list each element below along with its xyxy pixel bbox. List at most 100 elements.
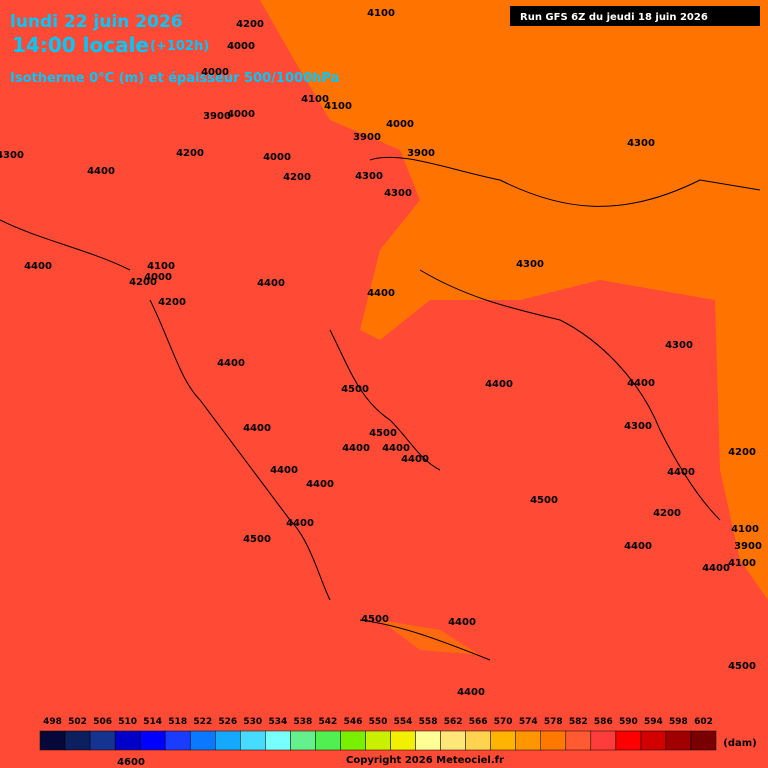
contour-label: 4400	[306, 479, 334, 490]
legend-swatch	[315, 730, 341, 751]
legend-swatch	[340, 730, 366, 751]
legend-swatch	[515, 730, 541, 751]
legend-label: 522	[193, 717, 212, 727]
contour-label: 4400	[24, 261, 52, 272]
legend-label: 502	[68, 717, 87, 727]
contour-label: 4000	[201, 67, 229, 78]
contour-label: 4400	[382, 443, 410, 454]
legend-label: 586	[594, 717, 613, 727]
legend-swatch	[139, 730, 166, 751]
legend-label: 514	[143, 717, 162, 727]
legend-swatch	[590, 730, 617, 751]
contour-label: 4500	[728, 661, 756, 672]
contour-label: 4400	[257, 278, 285, 289]
legend-label: 550	[369, 717, 388, 727]
legend-label: 602	[694, 717, 713, 727]
contour-label: 4000	[263, 152, 291, 163]
contour-labels: 4200400041004000410041003900400039004000…	[0, 8, 762, 768]
legend-label: 518	[168, 717, 187, 727]
contour-label: 4400	[702, 563, 730, 574]
contour-label: 4000	[227, 109, 255, 120]
legend-label: 574	[519, 717, 538, 727]
contour-label: 4300	[627, 138, 655, 149]
legend-label: 506	[93, 717, 112, 727]
lead-time: (+102h)	[150, 39, 209, 54]
contour-label: 4400	[401, 454, 429, 465]
legend-label: 578	[544, 717, 563, 727]
contour-label: 4300	[624, 421, 652, 432]
subtitle: Isotherme 0°C (m) et épaisseur 500/1000h…	[10, 71, 339, 86]
contour-label: 4200	[158, 297, 186, 308]
legend-swatch	[265, 730, 291, 751]
contour-label: 4400	[627, 378, 655, 389]
contour-label: 4600	[117, 757, 145, 768]
contour-label: 4400	[457, 687, 485, 698]
legend-label: 510	[118, 717, 137, 727]
legend-swatch	[465, 730, 491, 751]
contour-label: 4400	[217, 358, 245, 369]
legend-swatch	[640, 730, 667, 751]
legend-swatch	[240, 730, 266, 751]
contour-label: 4300	[384, 188, 412, 199]
legend-swatch	[290, 730, 316, 751]
contour-label: 4200	[176, 148, 204, 159]
legend-swatch	[365, 730, 391, 751]
legend-label: 538	[293, 717, 312, 727]
contour-label: 4000	[227, 41, 255, 52]
contour-label: 3900	[407, 148, 435, 159]
legend-label: 534	[268, 717, 287, 727]
contour-label: 4100	[367, 8, 395, 19]
contour-label: 4200	[653, 508, 681, 519]
legend-swatch	[540, 730, 567, 751]
contour-label: 4400	[243, 423, 271, 434]
legend-swatch	[615, 730, 642, 751]
contour-label: 4400	[624, 541, 652, 552]
contour-label: 4200	[728, 447, 756, 458]
contour-label: 4500	[243, 534, 271, 545]
contour-label: 4400	[87, 166, 115, 177]
contour-label: 3900	[353, 132, 381, 143]
contour-label: 4200	[236, 19, 264, 30]
legend-swatch	[690, 730, 717, 751]
legend-label: 554	[394, 717, 413, 727]
coastlines	[0, 156, 761, 661]
contour-label: 4400	[448, 617, 476, 628]
contour-label: 4400	[667, 467, 695, 478]
legend-swatch	[565, 730, 592, 751]
legend: 498 502 506 510 514 518 522 526 530 534 538 542 546 5…	[39, 717, 717, 751]
contour-label: 4300	[0, 150, 24, 161]
contour-label: 4100	[301, 94, 329, 105]
contour-label: 4100	[324, 101, 352, 112]
legend-label: 566	[469, 717, 488, 727]
date: lundi 22 juin 2026	[10, 12, 183, 32]
legend-swatch	[490, 730, 516, 751]
contour-label: 4100	[731, 524, 759, 535]
legend-label: 542	[319, 717, 338, 727]
legend-swatch	[189, 730, 216, 751]
contour-label: 4300	[516, 259, 544, 270]
legend-label: 546	[344, 717, 363, 727]
legend-label: 590	[619, 717, 638, 727]
legend-label: 526	[218, 717, 237, 727]
legend-swatch	[665, 730, 692, 751]
legend-swatch	[39, 730, 66, 751]
contour-label: 4000	[386, 119, 414, 130]
legend-swatch	[215, 730, 241, 751]
contour-label: 3900	[203, 111, 231, 122]
legend-label: 598	[669, 717, 688, 727]
warm-field	[260, 0, 768, 600]
contour-label: 4500	[530, 495, 558, 506]
contour-label: 4400	[270, 465, 298, 476]
contour-label: 4300	[355, 171, 383, 182]
contour-label: 4400	[286, 518, 314, 529]
contour-label: 4100	[728, 558, 756, 569]
contour-label: 4200	[129, 277, 157, 288]
contour-label: 4500	[361, 614, 389, 625]
legend-label: 558	[419, 717, 438, 727]
contour-label: 4500	[341, 384, 369, 395]
legend-swatch	[440, 730, 466, 751]
time: 14:00 locale	[12, 33, 149, 57]
legend-label: 582	[569, 717, 588, 727]
legend-unit: (dam)	[723, 738, 756, 749]
